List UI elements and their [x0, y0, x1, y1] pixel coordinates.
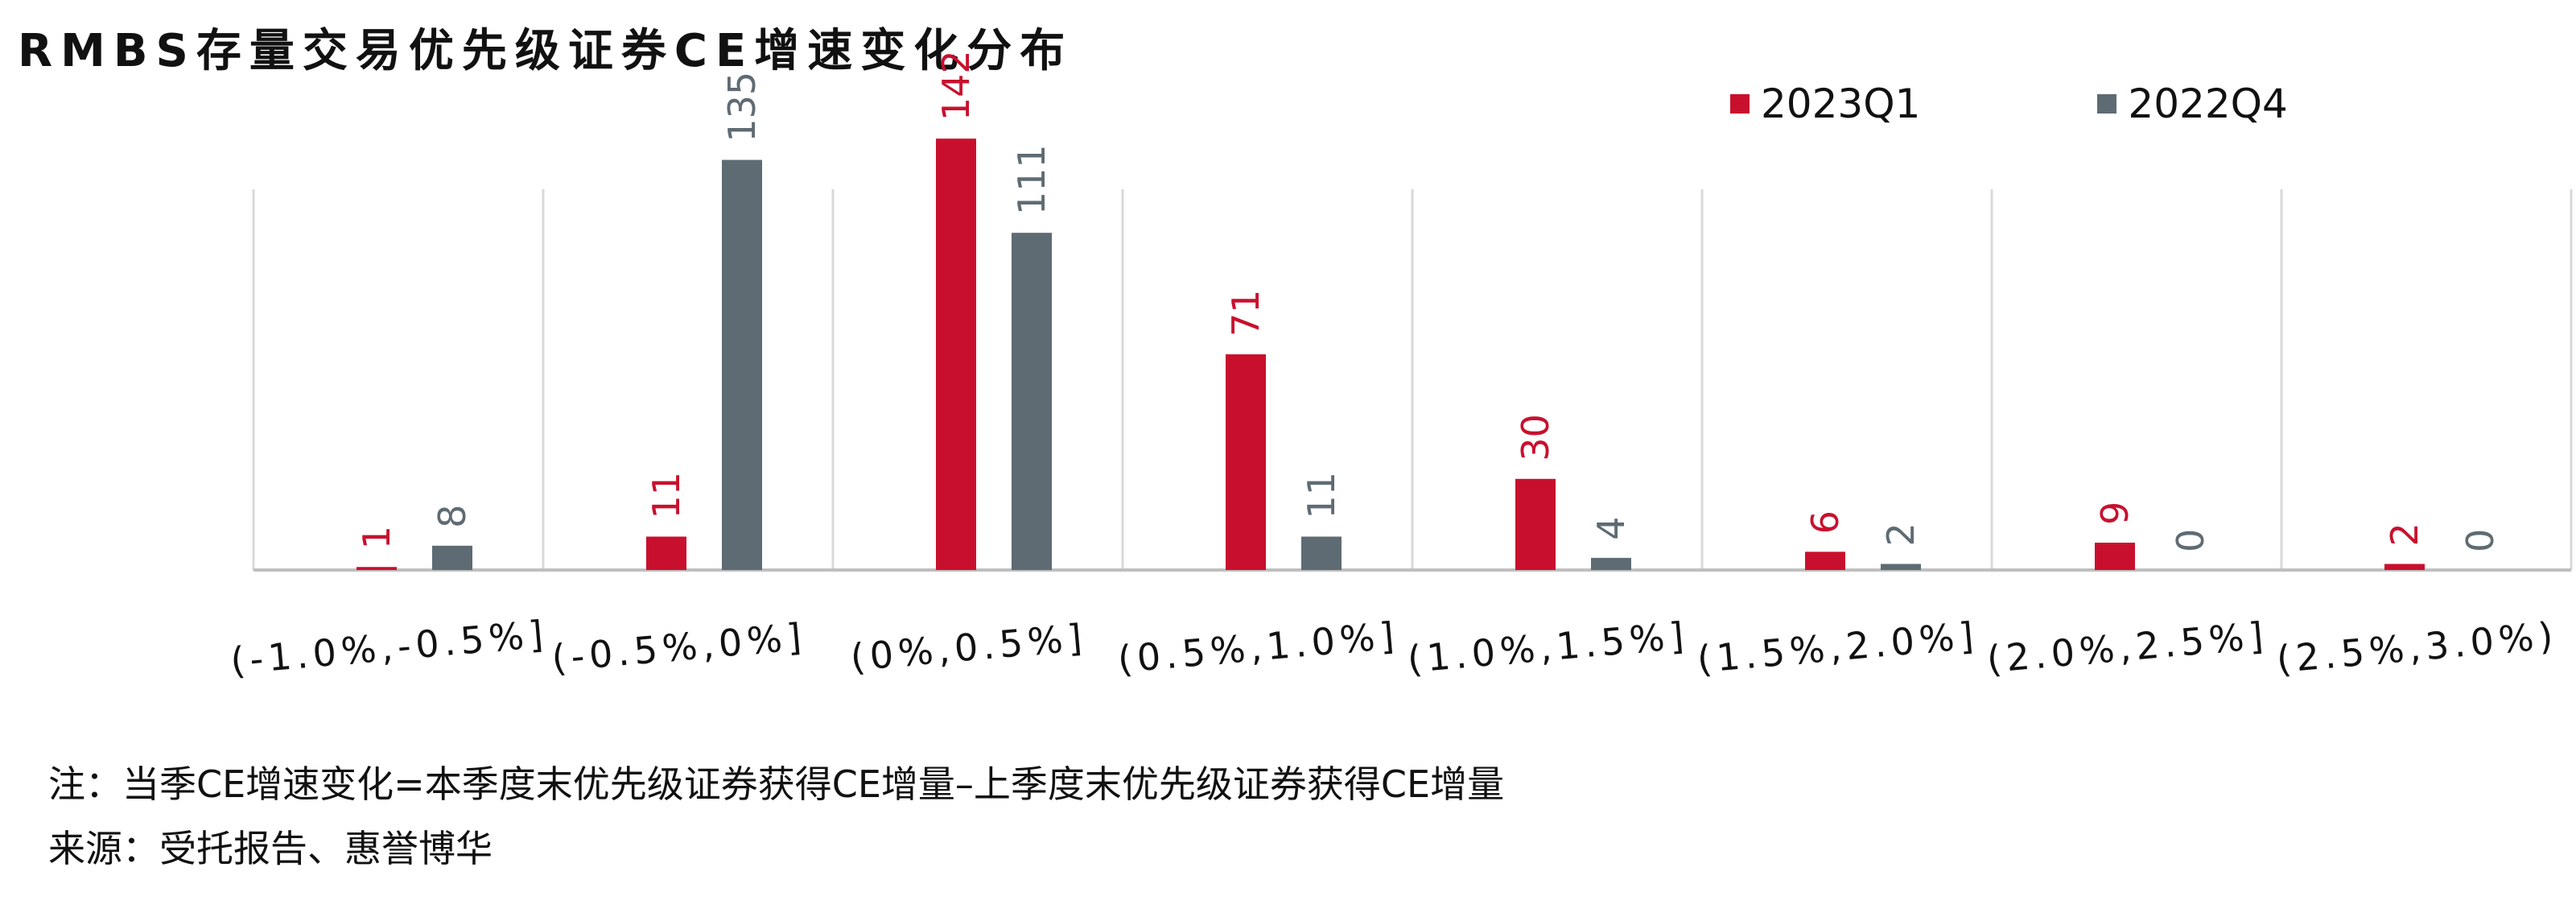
bar-2023q1	[1515, 478, 1556, 570]
bar-2023q1	[1805, 552, 1845, 570]
chart-title: RMBS存量交易优先级证券CE增速变化分布	[18, 25, 1074, 77]
x-tick-label: (0%,0.5%]	[849, 615, 1089, 679]
bar-2022q4	[432, 545, 472, 570]
x-tick-label: (1.0%,1.5%]	[1406, 613, 1691, 681]
legend-label-2022q4: 2022Q4	[2128, 81, 2288, 127]
bar-2023q1	[646, 536, 686, 570]
x-tick-label: (-0.5%,0%]	[550, 614, 807, 680]
legend: 2023Q1 2022Q4	[1730, 81, 2288, 127]
bar-2023q1	[2095, 543, 2135, 570]
x-tick-label: (0.5%,1.0%]	[1116, 613, 1401, 681]
legend-swatch-2023q1	[1730, 94, 1750, 114]
bar-2022q4	[1301, 536, 1342, 570]
chart-note: 注：当季CE增速变化=本季度末优先级证券获得CE增量–上季度末优先级证券获得CE…	[48, 762, 1505, 806]
data-label: 0	[2459, 529, 2502, 552]
data-label: 142	[934, 50, 978, 121]
bar-2022q4	[1881, 564, 1921, 570]
x-tick-label: (-1.0%,-0.5%]	[229, 612, 550, 683]
legend-label-2023q1: 2023Q1	[1761, 81, 1921, 127]
data-label: 11	[645, 472, 688, 519]
data-label: 71	[1224, 290, 1267, 337]
bar-2022q4	[722, 159, 762, 570]
bar-2023q1	[2384, 564, 2425, 570]
data-label: 0	[2169, 529, 2212, 552]
data-label: 6	[1803, 510, 1847, 534]
chart-source: 来源：受托报告、惠誉博华	[48, 827, 493, 870]
data-label: 135	[720, 72, 764, 143]
bar-2023q1	[936, 138, 976, 571]
x-tick-label: (2.5%,3.0%)	[2275, 613, 2560, 681]
data-label: 111	[1010, 144, 1053, 215]
data-label: 2	[2383, 523, 2426, 546]
data-label: 2	[1879, 523, 1923, 546]
bar-2022q4	[1012, 233, 1052, 570]
data-label: 8	[431, 505, 474, 528]
data-label: 11	[1300, 472, 1343, 519]
bar-2023q1	[357, 567, 397, 570]
data-label: 1	[355, 526, 398, 549]
x-tick-label: (2.0%,2.5%]	[1985, 613, 2270, 681]
data-label: 9	[2093, 502, 2137, 525]
data-label: 30	[1514, 414, 1557, 461]
x-tick-label: (1.5%,2.0%]	[1696, 613, 1980, 681]
bar-2023q1	[1226, 354, 1266, 570]
legend-item-2023q1: 2023Q1	[1730, 81, 1920, 127]
legend-item-2022q4: 2022Q4	[2097, 81, 2288, 127]
legend-swatch-2022q4	[2097, 94, 2117, 114]
bar-2022q4	[1591, 557, 1631, 570]
data-label: 4	[1589, 517, 1633, 540]
